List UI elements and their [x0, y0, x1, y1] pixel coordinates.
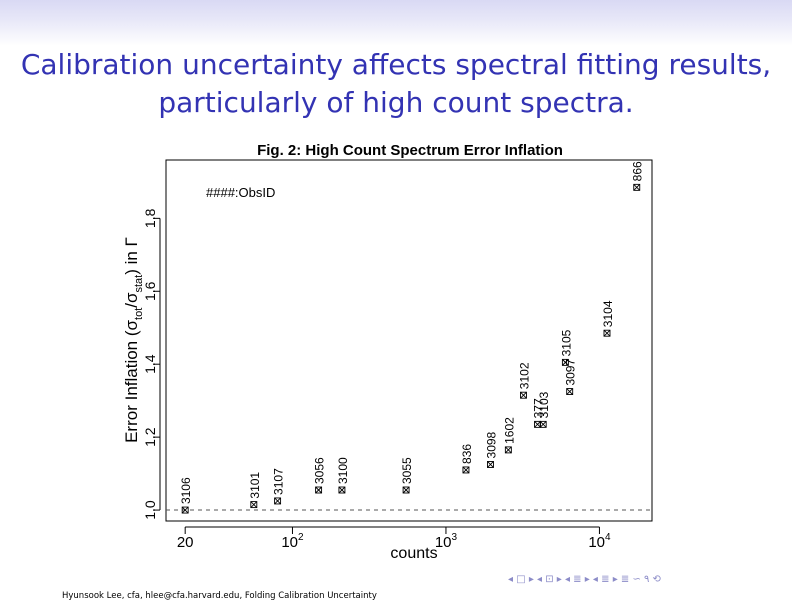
point-label: 3102 [517, 362, 531, 389]
data-point-836: 836 [460, 444, 474, 474]
x-axis-label: counts [390, 545, 437, 562]
data-point-3104: 3104 [601, 300, 615, 337]
point-label: 1602 [502, 417, 516, 444]
slide-title-line2: particularly of high count spectra. [158, 86, 634, 119]
point-label: 3098 [484, 431, 498, 458]
point-marker [566, 388, 574, 396]
data-point-1602: 1602 [502, 417, 516, 454]
data-point-3101: 3101 [248, 472, 262, 509]
point-marker [487, 461, 494, 468]
point-label: 3107 [272, 468, 286, 495]
y-tick-label: 1.8 [142, 208, 158, 228]
point-label: 3105 [559, 329, 573, 356]
beamer-navigation[interactable]: ◂ □ ▸ ◂ ⊡ ▸ ◂ ≣ ▸ ◂ ≣ ▸ ≣ ∽ ۹ ⟲ [508, 574, 661, 585]
data-point-3100: 3100 [336, 457, 350, 494]
x-tick-label: 20 [177, 534, 194, 551]
point-label: 3056 [313, 457, 327, 484]
point-marker [462, 466, 470, 474]
point-marker-cross [562, 359, 569, 366]
point-marker [520, 391, 527, 399]
point-marker [250, 501, 258, 509]
slide-title-line1: Calibration uncertainty affects spectral… [20, 48, 772, 81]
y-tick-label: 1.2 [142, 427, 158, 447]
point-marker-cross [250, 501, 258, 508]
point-marker-cross [315, 486, 322, 494]
point-label: 3104 [601, 300, 615, 327]
point-marker-cross [402, 486, 410, 494]
point-marker-cross [534, 421, 541, 428]
y-tick-label: 1.6 [142, 281, 158, 301]
y-axis-label: Error Inflation (σtot/σstat) in Γ [122, 237, 145, 443]
point-marker-cross [338, 486, 346, 494]
data-point-3098: 3098 [484, 431, 498, 468]
data-point-3055: 3055 [400, 457, 414, 494]
point-marker-cross [505, 446, 512, 454]
x-tick-label: 102 [281, 532, 304, 551]
plot-frame [165, 159, 653, 522]
x-tick-label: 103 [435, 532, 458, 551]
header-band [0, 0, 792, 46]
point-marker-cross [520, 391, 527, 399]
chart-title: Fig. 2: High Count Spectrum Error Inflat… [257, 142, 563, 159]
point-marker [603, 329, 611, 337]
slide-title: Calibration uncertainty affects spectral… [0, 46, 792, 122]
data-point-866: 866 [631, 161, 645, 191]
point-marker-cross [181, 506, 189, 514]
y-tick-label: 1.0 [142, 500, 158, 520]
point-marker-cross [487, 461, 494, 468]
point-label: 3103 [537, 391, 551, 418]
point-marker-cross [603, 329, 611, 337]
data-point-3107: 3107 [272, 468, 286, 505]
footer-text: Hyunsook Lee, cfa, hlee@cfa.harvard.edu,… [62, 591, 377, 601]
point-marker [504, 446, 512, 454]
point-label: 3055 [400, 457, 414, 484]
point-label: 3106 [179, 477, 193, 504]
point-marker-cross [462, 466, 470, 474]
point-label: 866 [631, 161, 645, 181]
data-point-3056: 3056 [313, 457, 327, 494]
chart-annotation: ####:ObsID [206, 185, 275, 200]
point-marker [402, 486, 410, 494]
point-marker [181, 506, 189, 514]
y-tick-label: 1.4 [142, 354, 158, 374]
point-label: 3101 [248, 472, 262, 499]
point-marker-cross [566, 388, 574, 395]
point-label: 836 [460, 444, 474, 464]
x-tick-label: 104 [588, 532, 611, 551]
point-marker [539, 420, 547, 428]
y-axis: 1.0 1.2 1.4 1.6 1.8 [142, 208, 161, 520]
x-axis: 20 102 103 104 [177, 526, 611, 551]
point-marker [315, 486, 323, 494]
data-point-3106: 3106 [179, 477, 193, 514]
point-marker [633, 183, 641, 191]
point-marker [561, 358, 569, 366]
data-point-3097: 3097 [564, 359, 578, 396]
point-marker-cross [633, 184, 641, 191]
point-marker [274, 497, 282, 505]
point-label: 3100 [336, 457, 350, 484]
point-marker-cross [539, 421, 547, 428]
point-label: 377 [532, 398, 546, 418]
data-point-377: 377 [532, 398, 546, 428]
data-point-3102: 3102 [517, 362, 531, 399]
point-marker [338, 486, 346, 494]
data-point-3105: 3105 [559, 329, 573, 366]
data-point-3103: 3103 [537, 391, 551, 428]
point-marker-cross [274, 497, 281, 505]
